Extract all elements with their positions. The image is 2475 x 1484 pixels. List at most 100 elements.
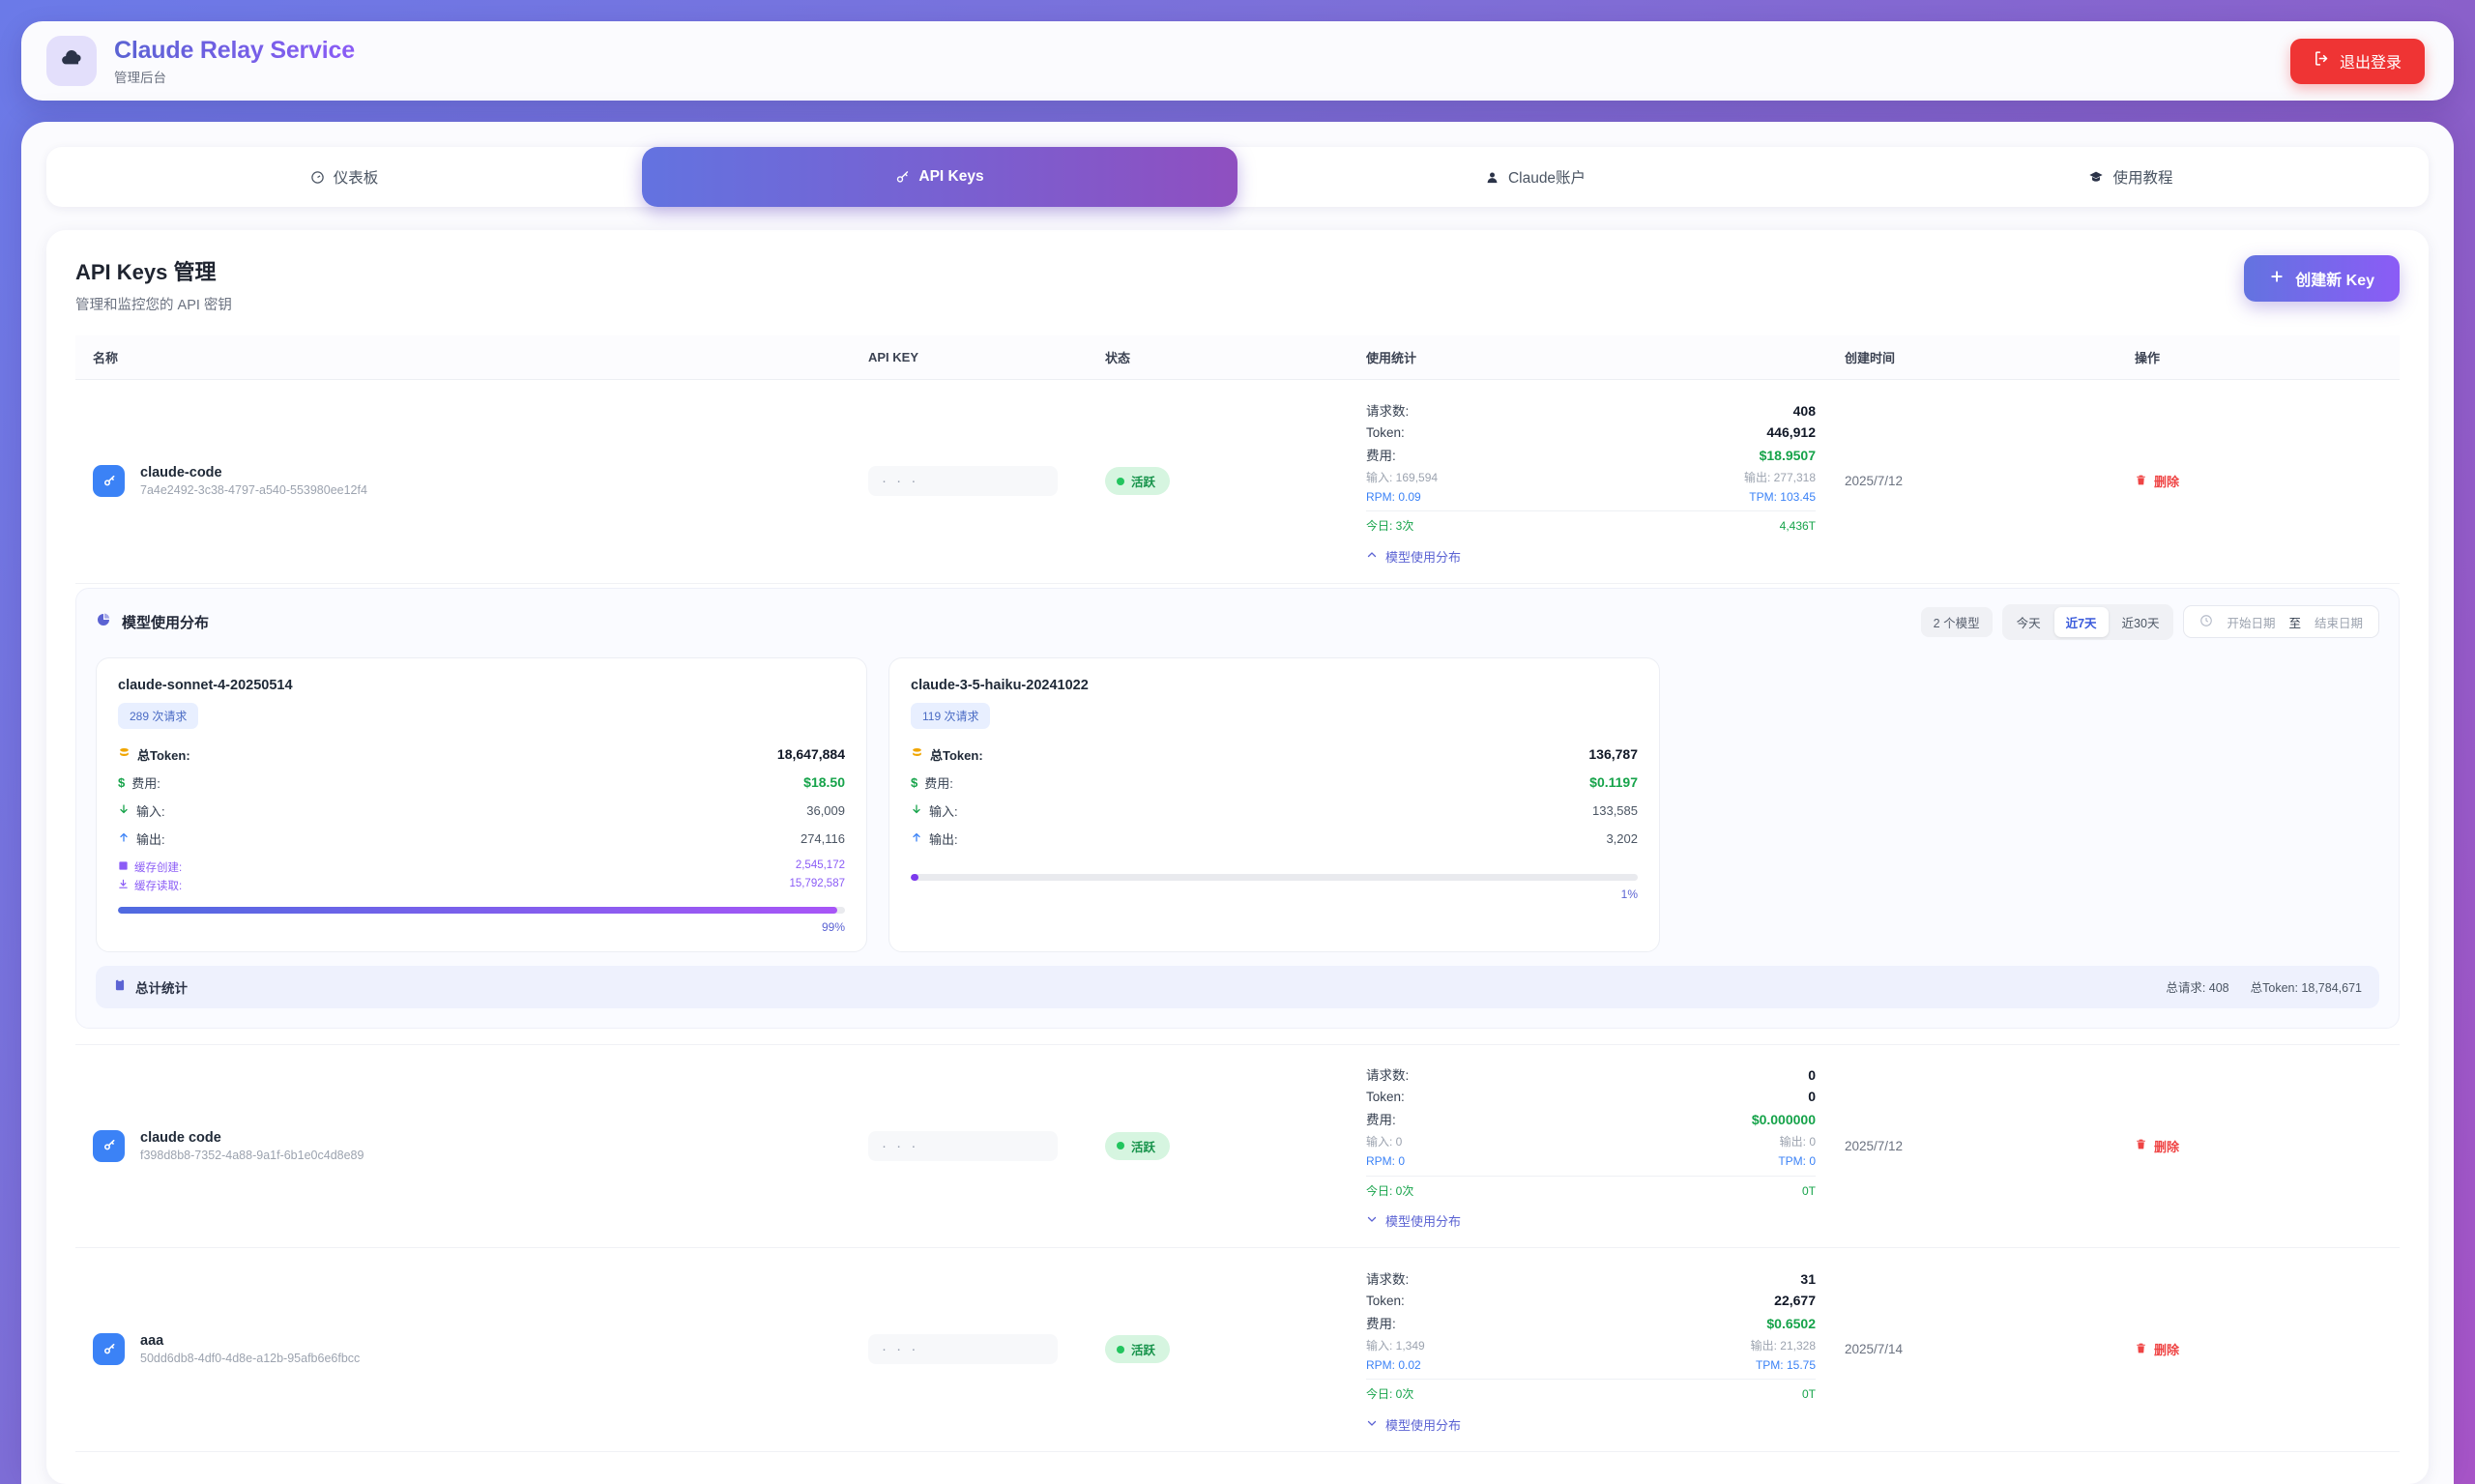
table-row[interactable]: claude-code 7a4e2492-3c38-4797-a540-5539… (75, 379, 2400, 584)
usage-token-value: 446,912 (1766, 423, 1816, 440)
model-share-bar (911, 873, 1638, 881)
cost-value: $0.1197 (1589, 774, 1638, 790)
key-id: f398d8b8-7352-4a88-9a1f-6b1e0c4d8e89 (140, 1148, 364, 1162)
table-body: claude-code 7a4e2492-3c38-4797-a540-5539… (75, 379, 2400, 1452)
col-header-apikey: API KEY (868, 335, 1105, 380)
arrow-up-icon (118, 831, 130, 846)
end-date-input[interactable]: 结束日期 (2314, 616, 2363, 630)
status-dot-icon (1117, 1142, 1124, 1150)
user-circle-icon (1485, 170, 1500, 185)
toggle-label: 模型使用分布 (1385, 1214, 1462, 1229)
api-keys-panel: API Keys 管理 管理和监控您的 API 密钥 创建新 Key 名称 AP… (46, 230, 2429, 1484)
usage-requests-value: 408 (1792, 402, 1816, 419)
delete-button[interactable]: 删除 (2135, 1340, 2179, 1358)
trash-icon (2135, 474, 2147, 489)
total-token-label: 总Token: (930, 747, 983, 763)
logout-button[interactable]: 退出登录 (2289, 38, 2425, 84)
usage-token-value: 22,677 (1774, 1292, 1816, 1308)
delete-label: 删除 (2154, 475, 2180, 489)
date-range-picker[interactable]: 开始日期 至 结束日期 (2183, 605, 2379, 638)
delete-button[interactable]: 删除 (2135, 1137, 2179, 1155)
table-row[interactable]: claude code f398d8b8-7352-4a88-9a1f-6b1e… (75, 1044, 2400, 1248)
masked-api-key[interactable]: · · · (868, 466, 1058, 497)
table-row[interactable]: aaa 50dd6db8-4df0-4d8e-a12b-95afb6e6fbcc… (75, 1247, 2400, 1452)
status-label: 活跃 (1131, 1140, 1156, 1154)
range-selector: 今天 近7天 近30天 (2001, 603, 2174, 640)
usage-input: 输入: 1,349 (1366, 1338, 1425, 1353)
key-icon (895, 170, 910, 185)
status-dot-icon (1117, 1345, 1124, 1353)
created-date: 2025/7/12 (1845, 474, 1904, 489)
usage-today-tokens: 0T (1801, 1387, 1816, 1401)
dollar-icon: $ (911, 774, 918, 790)
status-badge: 活跃 (1105, 1335, 1171, 1364)
usage-output: 输出: 0 (1779, 1135, 1816, 1149)
toggle-model-distribution[interactable]: 模型使用分布 (1366, 1211, 1816, 1230)
logout-icon (2314, 50, 2330, 72)
cache-create-value: 2,545,172 (795, 859, 845, 871)
app-subtitle: 管理后台 (114, 70, 166, 85)
usage-token-label: Token: (1366, 1090, 1405, 1104)
usage-stats: 请求数: 31 Token: 22,677 费用: $0.6502 输入: 1,349… (1366, 1266, 1816, 1434)
masked-api-key[interactable]: · · · (868, 1334, 1058, 1365)
toggle-model-distribution[interactable]: 模型使用分布 (1366, 1415, 1816, 1434)
usage-cost-value: $0.6502 (1766, 1315, 1816, 1331)
usage-input: 输入: 169,594 (1366, 470, 1439, 484)
status-dot-icon (1117, 477, 1124, 485)
total-token-label: 总Token: (137, 747, 190, 763)
range-today[interactable]: 今天 (2005, 607, 2053, 637)
usage-requests-label: 请求数: (1366, 403, 1410, 419)
trash-icon (2135, 1342, 2147, 1357)
usage-output: 输出: 21,328 (1750, 1338, 1816, 1353)
page-subtitle: 管理和监控您的 API 密钥 (75, 298, 232, 313)
input-value: 36,009 (806, 802, 845, 818)
tab-label: API Keys (918, 168, 984, 185)
model-share-percent: 99% (821, 919, 845, 934)
distribution-title: 模型使用分布 (122, 614, 210, 631)
tab-label: 仪表板 (333, 170, 379, 187)
tab-tutorial[interactable]: 使用教程 (1833, 147, 2429, 207)
total-token-value: 18,647,884 (776, 746, 845, 762)
usage-cost-value: $0.000000 (1751, 1112, 1816, 1127)
tab-dashboard[interactable]: 仪表板 (46, 147, 642, 207)
key-icon (93, 465, 125, 498)
download-icon (118, 879, 129, 892)
model-requests-chip: 119 次请求 (911, 702, 991, 729)
arrow-down-icon (911, 803, 922, 818)
plus-icon (2269, 269, 2285, 289)
distribution-row: 模型使用分布 2 个模型 今天 近7天 近30天 (75, 583, 2400, 1045)
created-date: 2025/7/12 (1845, 1138, 1904, 1153)
usage-stats: 请求数: 0 Token: 0 费用: $0.000000 输入: 0 输出: 0 RP… (1366, 1062, 1816, 1231)
create-key-label: 创建新 Key (2295, 273, 2374, 289)
model-share-bar (118, 906, 845, 914)
start-date-input[interactable]: 开始日期 (2227, 616, 2276, 630)
create-key-button[interactable]: 创建新 Key (2244, 255, 2400, 302)
output-value: 274,116 (800, 830, 845, 846)
arrow-down-icon (118, 803, 130, 818)
app-header: Claude Relay Service 管理后台 退出登录 (21, 21, 2454, 101)
key-icon (93, 1333, 125, 1366)
arrow-up-icon (911, 831, 922, 846)
range-30days[interactable]: 近30天 (2111, 607, 2171, 637)
tab-claude-account[interactable]: Claude账户 (1238, 147, 1833, 207)
model-name: claude-sonnet-4-20250514 (118, 677, 293, 693)
range-7days[interactable]: 近7天 (2053, 606, 2109, 637)
cache-read-value: 15,792,587 (789, 878, 845, 889)
tab-label: 使用教程 (2112, 170, 2173, 187)
col-header-created: 创建时间 (1845, 335, 2135, 380)
trash-icon (2135, 1138, 2147, 1153)
model-card: claude-3-5-haiku-20241022 119 次请求 总Token… (888, 656, 1660, 952)
toggle-model-distribution[interactable]: 模型使用分布 (1366, 547, 1816, 566)
usage-today-tokens: 0T (1801, 1183, 1816, 1198)
model-share-percent: 1% (1620, 887, 1638, 901)
usage-token-label: Token: (1366, 424, 1405, 440)
usage-token-value: 0 (1808, 1089, 1816, 1104)
tab-api-keys[interactable]: API Keys (642, 147, 1238, 207)
dollar-icon: $ (118, 774, 126, 790)
delete-button[interactable]: 删除 (2135, 472, 2179, 490)
cost-value: $18.50 (803, 774, 845, 790)
input-label: 输入: (929, 803, 958, 819)
clipboard-icon (113, 978, 127, 995)
created-date: 2025/7/14 (1845, 1342, 1904, 1357)
masked-api-key[interactable]: · · · (868, 1130, 1058, 1161)
